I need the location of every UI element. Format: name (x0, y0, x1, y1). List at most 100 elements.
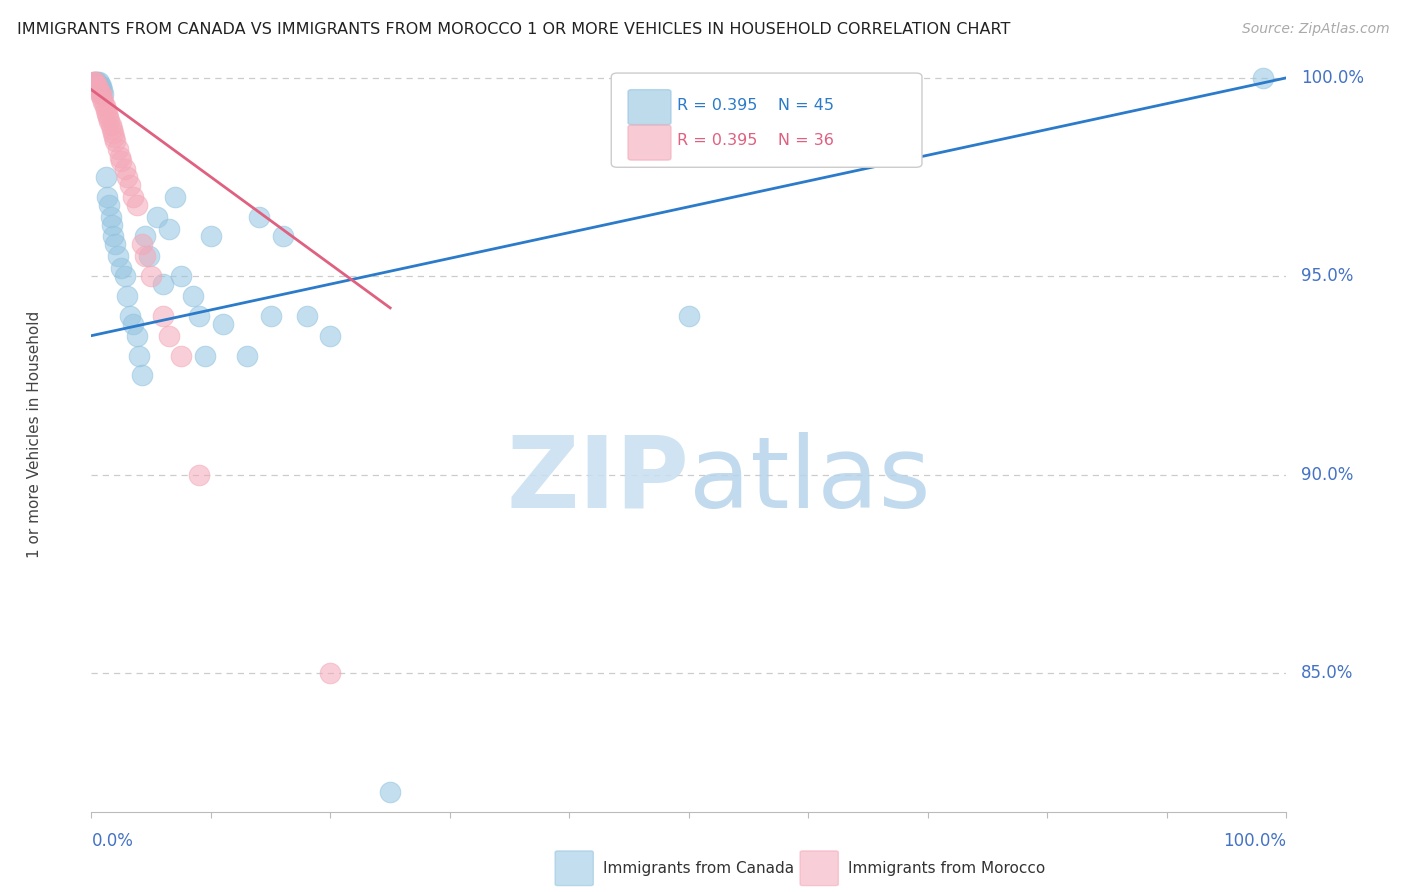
Point (194, 349, 217, 363)
Point (97, 111, 120, 125)
Point (107, 142, 129, 156)
Point (187, 467, 211, 482)
Point (115, 169, 138, 184)
Point (138, 249, 160, 263)
Text: atlas: atlas (689, 432, 931, 529)
Point (100, 122, 122, 136)
Point (319, 665, 342, 680)
Point (93, 98, 115, 112)
Point (107, 249, 129, 263)
Point (163, 190, 186, 204)
Point (100, 210, 122, 224)
Point (131, 368, 153, 383)
Point (235, 349, 259, 363)
Point (108, 150, 131, 164)
Point (678, 309, 700, 323)
Point (94, 169, 117, 184)
Text: R = 0.395    N = 36: R = 0.395 N = 36 (678, 134, 834, 148)
FancyBboxPatch shape (628, 89, 671, 125)
Text: 0.0%: 0.0% (91, 831, 134, 849)
Text: IMMIGRANTS FROM CANADA VS IMMIGRANTS FROM MOROCCO 1 OR MORE VEHICLES IN HOUSEHOL: IMMIGRANTS FROM CANADA VS IMMIGRANTS FRO… (17, 22, 1011, 37)
Point (134, 229, 156, 244)
Point (115, 289, 138, 303)
Point (128, 349, 150, 363)
Point (84, 78, 107, 93)
Point (378, 785, 402, 799)
Point (114, 269, 136, 284)
Point (114, 162, 136, 177)
Text: 100.0%: 100.0% (1301, 69, 1364, 87)
Point (91, 90, 114, 104)
Point (89, 87, 111, 101)
Point (110, 261, 132, 276)
FancyBboxPatch shape (628, 125, 671, 160)
Point (110, 154, 132, 169)
Point (271, 229, 294, 244)
Point (98, 198, 121, 212)
Point (319, 328, 342, 343)
Text: Immigrants from Canada: Immigrants from Canada (603, 861, 794, 876)
Point (146, 210, 169, 224)
Point (211, 317, 233, 331)
Point (82, 75, 104, 89)
Point (122, 317, 145, 331)
Point (84, 75, 107, 89)
Point (157, 328, 180, 343)
FancyBboxPatch shape (555, 851, 593, 886)
Point (100, 119, 122, 133)
Point (84, 75, 107, 89)
Point (181, 289, 204, 303)
Point (98, 114, 121, 128)
Point (1251, 70, 1274, 85)
Text: 1 or more Vehicles in Household: 1 or more Vehicles in Household (27, 311, 42, 558)
Point (101, 126, 124, 140)
Point (141, 269, 162, 284)
Point (152, 277, 174, 292)
Text: R = 0.395    N = 45: R = 0.395 N = 45 (678, 98, 834, 113)
Point (295, 309, 318, 323)
Point (131, 237, 153, 252)
Point (90, 78, 112, 93)
Point (96, 190, 118, 204)
Point (157, 221, 180, 235)
Point (118, 309, 141, 323)
Point (200, 229, 222, 244)
Text: Immigrants from Morocco: Immigrants from Morocco (848, 861, 1045, 876)
Point (103, 130, 125, 145)
Point (187, 309, 211, 323)
Text: 85.0%: 85.0% (1301, 664, 1353, 681)
Point (87, 75, 110, 89)
Point (86, 78, 108, 93)
Text: 95.0%: 95.0% (1301, 268, 1353, 285)
Point (104, 237, 127, 252)
Point (134, 249, 156, 263)
Point (104, 134, 127, 148)
Point (152, 309, 174, 323)
Point (125, 328, 148, 343)
Point (93, 95, 114, 109)
FancyBboxPatch shape (612, 73, 922, 168)
Point (170, 349, 193, 363)
Point (247, 210, 270, 224)
Point (100, 218, 122, 232)
Point (93, 87, 114, 101)
Text: 100.0%: 100.0% (1223, 831, 1286, 849)
FancyBboxPatch shape (800, 851, 838, 886)
Point (87, 83, 110, 97)
Point (83, 75, 105, 89)
Text: ZIP: ZIP (506, 432, 689, 529)
Point (91, 83, 114, 97)
Point (94, 103, 117, 117)
Point (170, 269, 193, 284)
Point (259, 309, 281, 323)
Point (122, 190, 145, 204)
Point (89, 78, 111, 93)
Point (96, 106, 118, 120)
Point (86, 75, 108, 89)
Point (90, 87, 112, 101)
Point (125, 198, 148, 212)
Point (84, 75, 107, 89)
Text: 90.0%: 90.0% (1301, 466, 1353, 483)
Text: Source: ZipAtlas.com: Source: ZipAtlas.com (1241, 22, 1389, 37)
Point (118, 178, 141, 192)
